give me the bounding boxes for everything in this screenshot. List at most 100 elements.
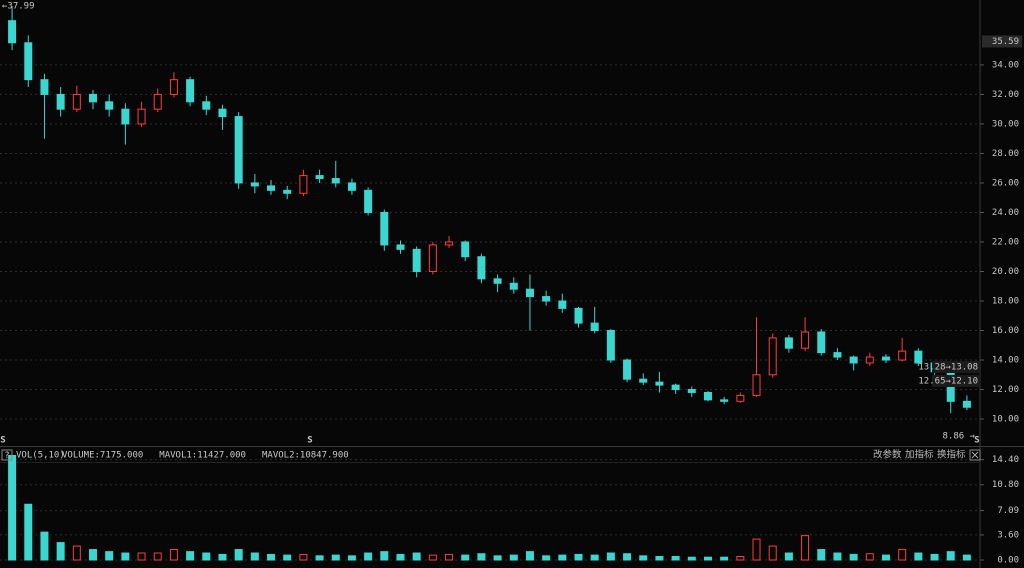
candle-body bbox=[137, 108, 146, 125]
volume-bar bbox=[930, 553, 939, 561]
volume-bar bbox=[946, 551, 955, 561]
candle-body bbox=[542, 296, 551, 302]
candle-body bbox=[412, 248, 421, 272]
volume-bar bbox=[606, 552, 615, 561]
indicator-button[interactable]: 改参数 bbox=[873, 449, 902, 461]
volume-bar bbox=[428, 554, 437, 561]
volume-bar bbox=[380, 551, 389, 561]
volume-bar bbox=[962, 554, 971, 561]
signal-marker: S bbox=[974, 436, 979, 446]
candle-body bbox=[558, 300, 567, 309]
candle-body bbox=[784, 337, 793, 349]
volume-bar bbox=[703, 556, 712, 561]
price-marker: 35.59 bbox=[992, 37, 1019, 47]
volume-bar bbox=[299, 553, 308, 561]
y-tick-label: 28.00 bbox=[992, 149, 1019, 159]
indicator-readout: MAVOL1:11427.000 bbox=[159, 451, 246, 461]
candle-body bbox=[655, 381, 664, 386]
volume-bar bbox=[445, 553, 454, 561]
volume-bar bbox=[283, 554, 292, 561]
volume-bar bbox=[736, 556, 745, 561]
candle-body bbox=[606, 330, 615, 361]
volume-bar bbox=[412, 552, 421, 561]
volume-bar bbox=[267, 553, 276, 561]
volume-bar bbox=[396, 553, 405, 561]
y-tick-label: 20.00 bbox=[992, 267, 1019, 277]
help-icon: ? bbox=[4, 451, 9, 461]
candle-body bbox=[525, 288, 534, 298]
y-tick-label: 26.00 bbox=[992, 178, 1019, 188]
y-tick-label: 7.09 bbox=[997, 506, 1019, 516]
max-label: ←37.99 bbox=[2, 2, 35, 12]
volume-bar bbox=[493, 555, 502, 561]
candle-body bbox=[477, 256, 486, 280]
candle-body bbox=[283, 189, 292, 194]
candle-body bbox=[881, 356, 890, 361]
candle-body bbox=[364, 189, 373, 213]
volume-bar bbox=[250, 552, 259, 561]
volume-bar bbox=[461, 554, 470, 561]
candle-body bbox=[461, 241, 470, 258]
candle-body bbox=[121, 108, 130, 125]
candle-body bbox=[752, 374, 761, 396]
volume-bar bbox=[817, 549, 826, 561]
candle-body bbox=[56, 93, 65, 110]
candle-body bbox=[105, 101, 114, 110]
candle-body bbox=[331, 178, 340, 184]
y-tick-label: 16.00 bbox=[992, 326, 1019, 336]
volume-bar bbox=[40, 531, 49, 561]
volume-bar bbox=[898, 549, 907, 561]
volume-bar bbox=[720, 556, 729, 561]
volume-bar bbox=[687, 556, 696, 561]
y-tick-label: 10.80 bbox=[992, 480, 1019, 490]
volume-bar bbox=[833, 552, 842, 561]
candle-body bbox=[8, 20, 17, 44]
candle-body bbox=[623, 359, 632, 380]
candle-body bbox=[428, 244, 437, 272]
volume-bar bbox=[202, 552, 211, 561]
candle-body bbox=[898, 350, 907, 361]
candle-body bbox=[153, 93, 162, 110]
indicator-button[interactable]: 换指标 bbox=[937, 449, 966, 461]
volume-bar bbox=[89, 549, 98, 561]
volume-bar bbox=[671, 556, 680, 561]
indicator-button[interactable]: 加指标 bbox=[905, 449, 934, 461]
volume-bar bbox=[347, 555, 356, 561]
candle-body bbox=[89, 93, 98, 103]
candle-body bbox=[962, 400, 971, 408]
candle-body bbox=[720, 399, 729, 402]
price-marker-box bbox=[982, 35, 1022, 48]
candle-body bbox=[801, 331, 810, 349]
annotation: 12.65→12.10 bbox=[918, 377, 978, 387]
y-tick-label: 0.00 bbox=[997, 556, 1019, 566]
indicator-name: VOL(5,10) bbox=[16, 451, 65, 461]
volume-bar bbox=[914, 552, 923, 561]
candle-body bbox=[250, 182, 259, 187]
indicator-readout: VOLUME:7175.000 bbox=[62, 451, 143, 461]
help-button[interactable] bbox=[1, 449, 13, 461]
candle-body bbox=[590, 322, 599, 332]
candle-body bbox=[347, 182, 356, 191]
y-tick-label: 30.00 bbox=[992, 119, 1019, 129]
candle-body bbox=[493, 278, 502, 284]
volume-bar bbox=[153, 552, 162, 561]
volume-bar bbox=[801, 535, 810, 561]
volume-bar bbox=[590, 554, 599, 561]
volume-bar bbox=[56, 542, 65, 561]
volume-bar bbox=[8, 454, 17, 561]
indicator-readout: MAVOL2:10847.900 bbox=[262, 451, 349, 461]
candle-body bbox=[186, 79, 195, 103]
volume-bar bbox=[105, 551, 114, 561]
close-button[interactable] bbox=[969, 449, 981, 461]
y-tick-label: 34.00 bbox=[992, 60, 1019, 70]
candle-body bbox=[315, 175, 324, 180]
min-label: 8.86 → bbox=[942, 432, 975, 442]
volume-bar bbox=[137, 552, 146, 561]
signal-marker: S bbox=[0, 436, 5, 446]
volume-bar bbox=[364, 552, 373, 561]
candle-body bbox=[833, 352, 842, 358]
candle-body bbox=[267, 185, 276, 191]
candle-body bbox=[299, 175, 308, 194]
candle-body bbox=[639, 378, 648, 383]
volume-bar bbox=[315, 555, 324, 561]
